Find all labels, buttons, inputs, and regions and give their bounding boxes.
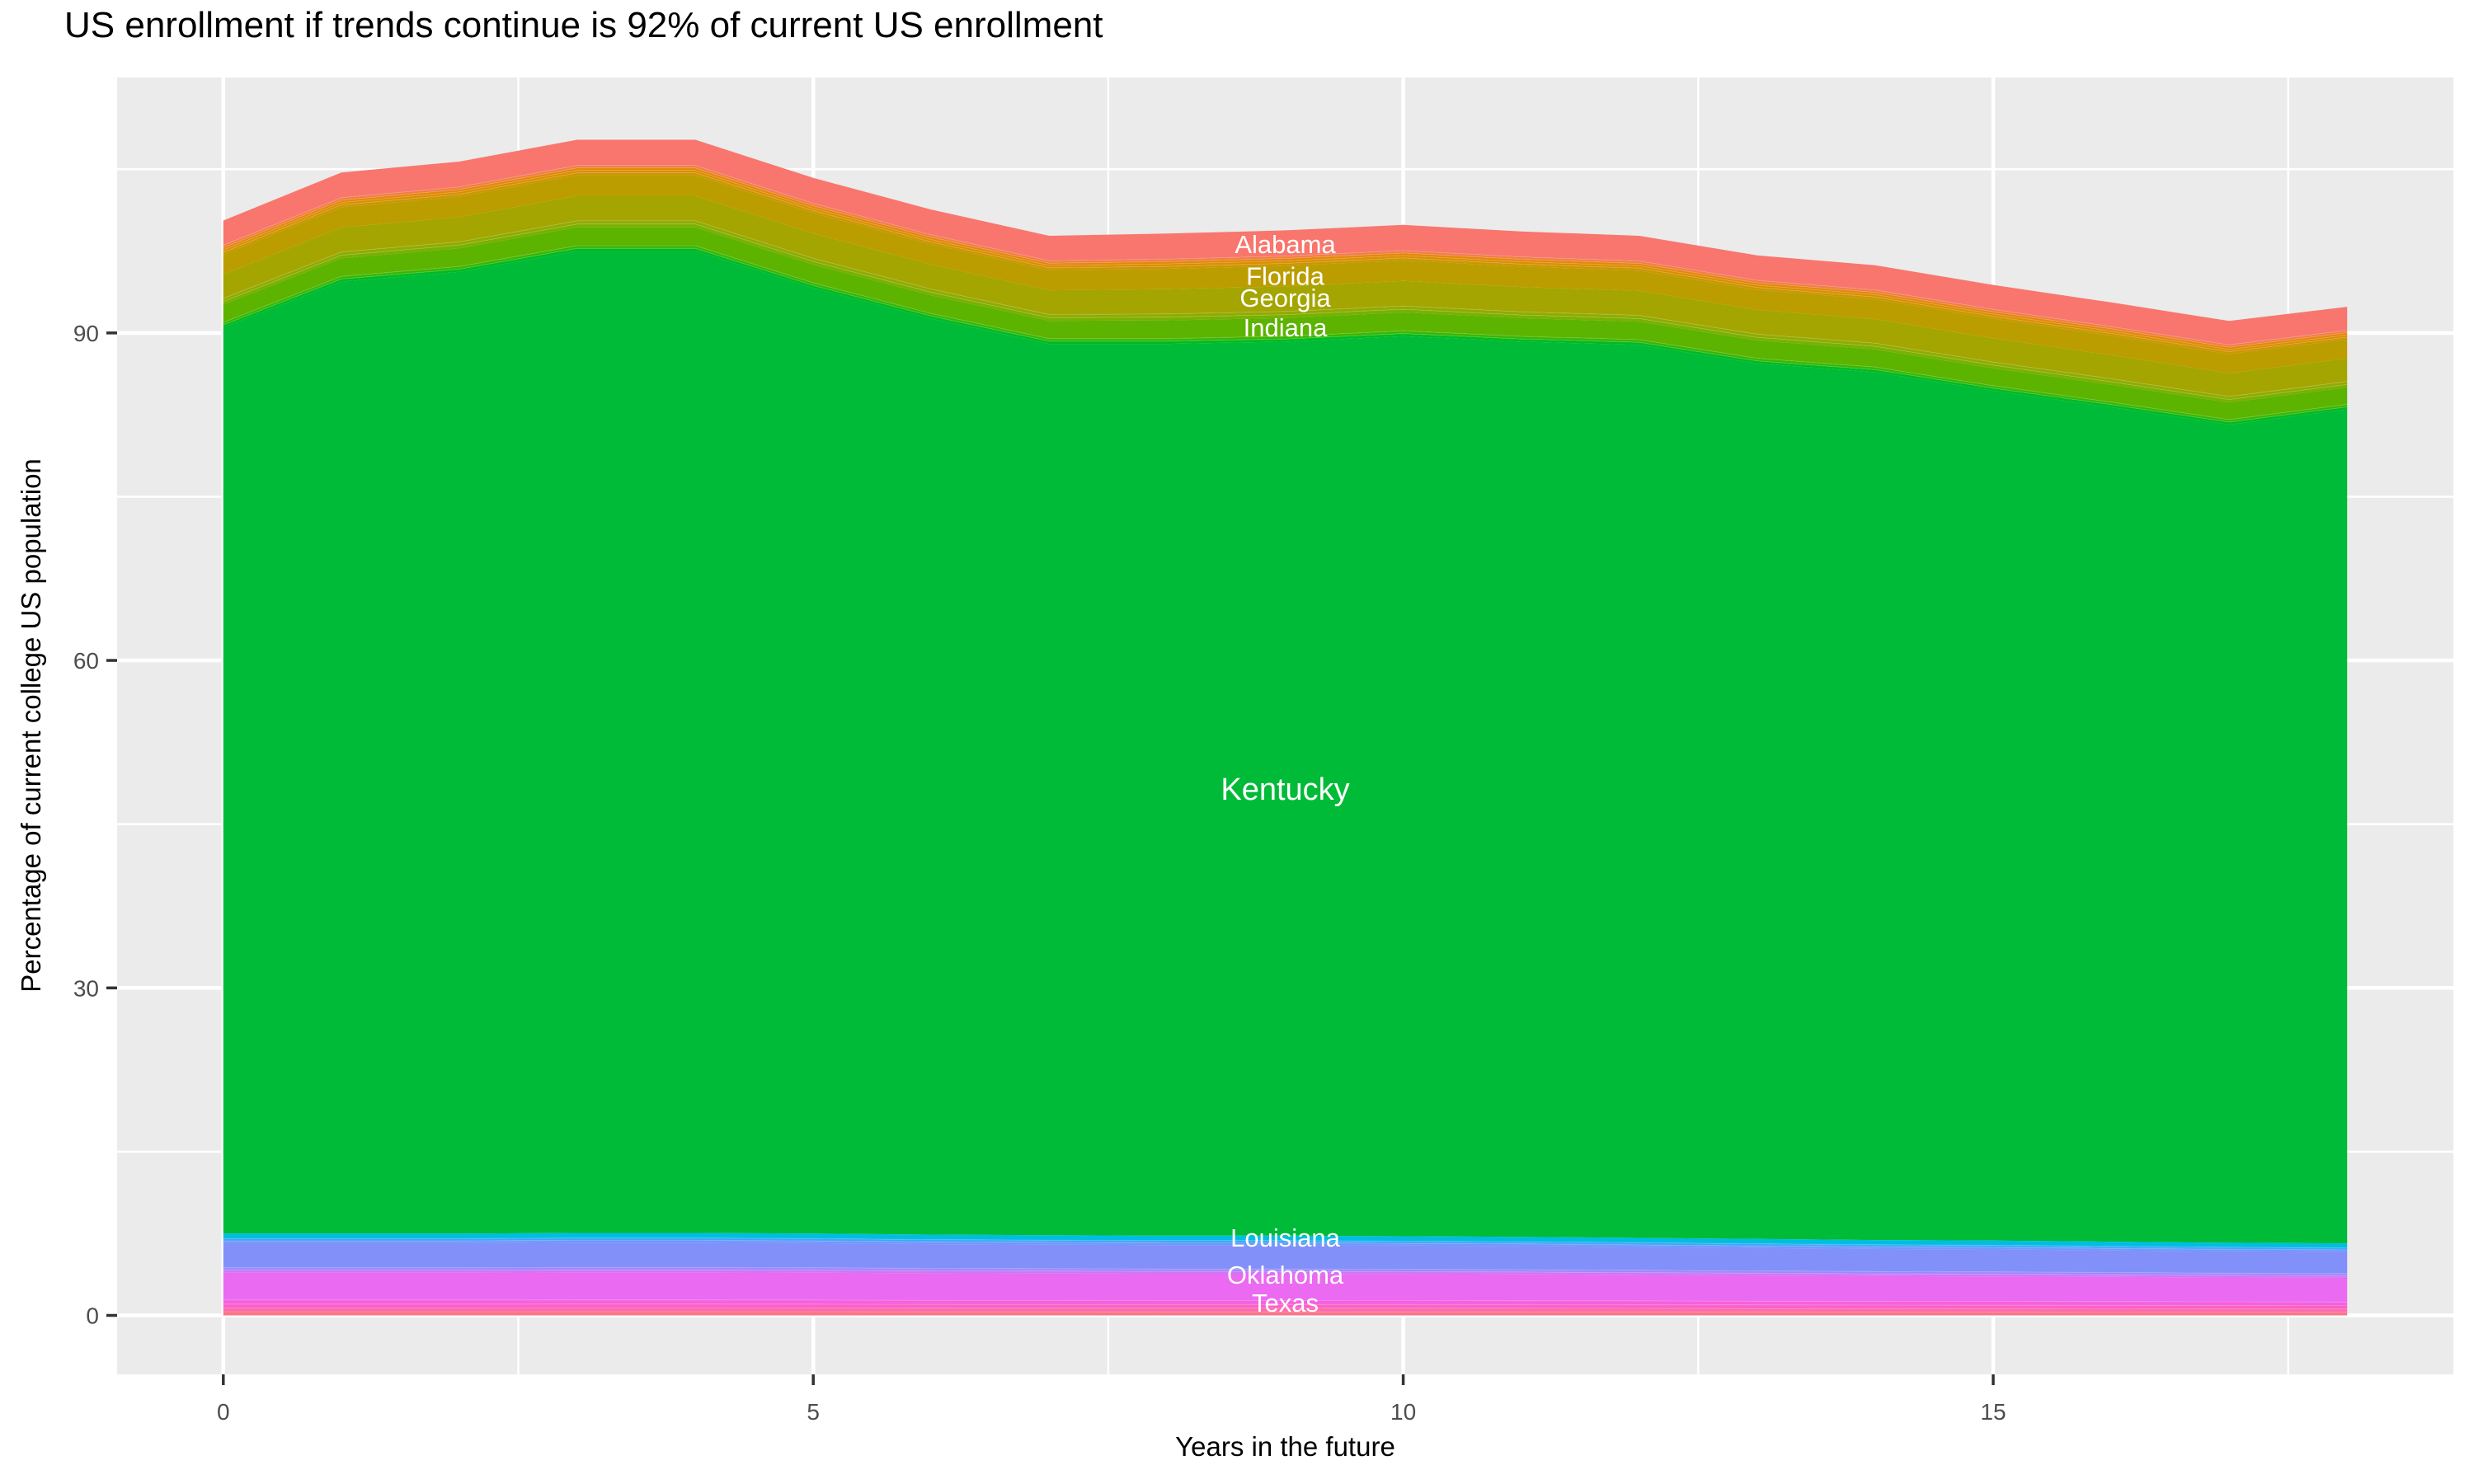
band-hairline (223, 1303, 2348, 1306)
band-hairline (223, 167, 2348, 348)
area-label-florida: Florida (1246, 262, 1325, 291)
y-tick-label-0: 0 (86, 1303, 99, 1329)
band-hairline (223, 1240, 2348, 1251)
area-band-small-states-f3 (223, 1308, 2348, 1313)
area-label-georgia: Georgia (1239, 284, 1331, 312)
area-band-alabama (223, 139, 2348, 345)
band-hairline (223, 1269, 2348, 1276)
area-band-small-states-e1 (223, 1267, 2348, 1276)
area-label-oklahoma: Oklahoma (1227, 1261, 1344, 1289)
area-band-kentucky (223, 251, 2348, 1244)
y-axis-title: Percentage of current college US populat… (16, 458, 46, 993)
area-band-small-states-a4 (223, 172, 2348, 355)
area-band-oklahoma (223, 1242, 2348, 1274)
band-hairline (223, 172, 2348, 353)
band-hairline (223, 1308, 2348, 1310)
area-band-louisiana (223, 1233, 2348, 1248)
band-hairline (223, 220, 2348, 397)
y-tick-label-90: 90 (73, 321, 99, 346)
band-hairline (223, 1237, 2348, 1248)
x-axis-title: Years in the future (1175, 1431, 1395, 1462)
chart-title: US enrollment if trends continue is 92% … (64, 5, 1103, 45)
x-tick-label-15: 15 (1980, 1399, 2006, 1425)
band-hairline (223, 1299, 2348, 1303)
area-band-small-states-a2 (223, 167, 2348, 350)
area-label-indiana: Indiana (1244, 313, 1328, 342)
x-tick-label-5: 5 (807, 1399, 820, 1425)
x-tick-label-0: 0 (217, 1399, 230, 1425)
x-tick-label-10: 10 (1390, 1399, 1416, 1425)
area-band-small-states-f4 (223, 1312, 2348, 1316)
area-band-small-states-f2 (223, 1303, 2348, 1309)
area-label-kentucky: Kentucky (1221, 773, 1349, 807)
area-band-small-states-f1 (223, 1299, 2348, 1306)
area-band-georgia (223, 195, 2348, 397)
area-band-small-states-d2 (223, 1240, 2348, 1252)
y-tick-label-60: 60 (73, 648, 99, 674)
band-hairline (223, 1311, 2348, 1313)
area-band-indiana (223, 227, 2348, 420)
band-hairline (223, 247, 2348, 423)
band-hairline (223, 170, 2348, 350)
area-band-small-states-a3 (223, 170, 2348, 352)
area-label-louisiana: Louisiana (1230, 1223, 1340, 1252)
band-hairline (223, 165, 2348, 345)
area-band-small-states-e2 (223, 1270, 2348, 1278)
y-tick-label-30: 30 (73, 975, 99, 1001)
band-hairline (223, 1266, 2348, 1275)
band-hairline (223, 245, 2348, 420)
area-band-texas (223, 1272, 2348, 1303)
area-label-alabama: Alabama (1235, 230, 1336, 259)
area-band-florida (223, 175, 2348, 373)
band-hairline (223, 223, 2348, 401)
area-band-small-states-a1 (223, 165, 2348, 348)
area-label-texas: Texas (1252, 1289, 1319, 1317)
area-band-small-states-d1 (223, 1237, 2348, 1250)
